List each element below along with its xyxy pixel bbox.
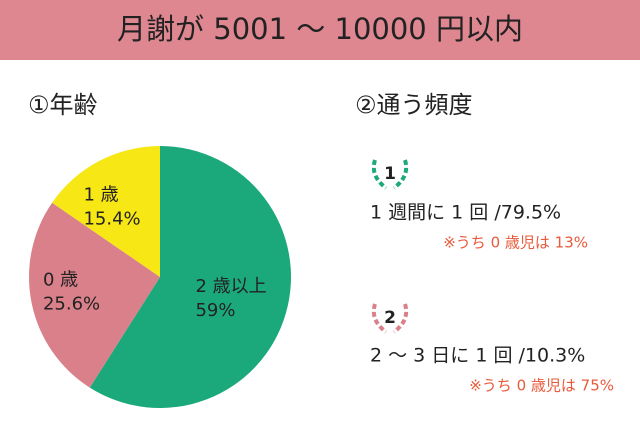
slice-category: 1 歳	[83, 184, 118, 205]
slice-value: 59%	[195, 300, 235, 321]
slice-category: 2 歳以上	[195, 276, 266, 297]
rank-badge	[371, 159, 409, 190]
rank-badge	[371, 303, 409, 334]
slice-value: 15.4%	[83, 208, 140, 229]
section-title: ①年齢	[28, 91, 98, 119]
frequency-note: ※うち 0 歳児は 75%	[469, 377, 614, 395]
rank-number: 2	[384, 308, 396, 328]
slice-value: 25.6%	[43, 294, 100, 315]
header-band	[0, 0, 640, 60]
frequency-label: 1 週間に 1 回 /79.5%	[370, 202, 561, 224]
pie-slice	[52, 146, 160, 277]
slice-category: 0 歳	[43, 270, 78, 291]
frequency-label: 2 〜 3 日に 1 回 /10.3%	[370, 345, 585, 367]
pie-slice	[28, 202, 160, 388]
header-title: 月謝が 5001 〜 10000 円以内	[117, 12, 523, 46]
pie-slice	[89, 146, 292, 409]
section-title: ②通う頻度	[355, 91, 473, 119]
rank-number: 1	[384, 164, 396, 184]
frequency-note: ※うち 0 歳児は 13%	[443, 234, 588, 252]
